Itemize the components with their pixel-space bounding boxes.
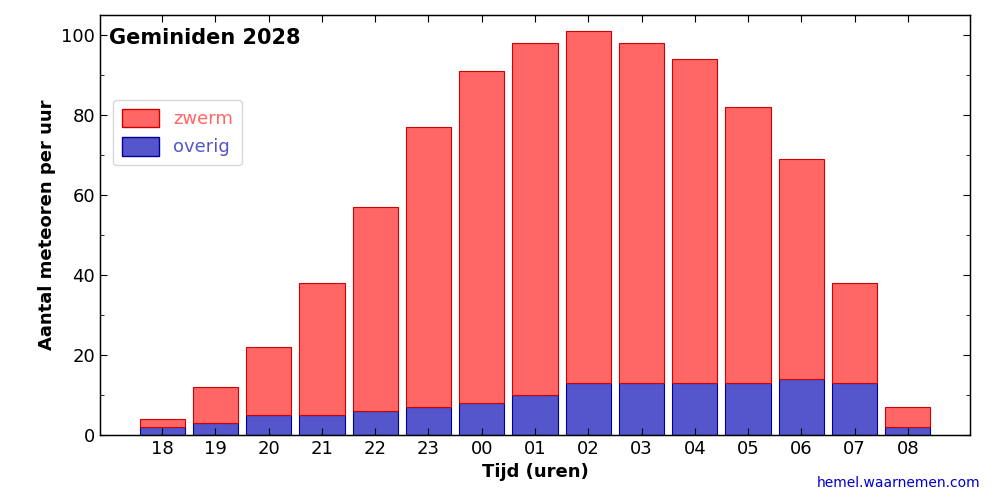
Bar <box>246 347 291 415</box>
Bar <box>459 403 504 435</box>
Bar <box>299 415 345 435</box>
Bar <box>193 423 238 435</box>
Y-axis label: Aantal meteoren per uur: Aantal meteoren per uur <box>38 100 56 350</box>
Bar <box>672 383 717 435</box>
Bar <box>299 283 345 415</box>
Bar <box>619 43 664 383</box>
Bar <box>725 383 771 435</box>
Bar <box>672 59 717 383</box>
Bar <box>619 383 664 435</box>
Legend: zwerm, overig: zwerm, overig <box>113 100 242 166</box>
Bar <box>140 427 185 435</box>
Bar <box>832 383 877 435</box>
Bar <box>885 407 930 427</box>
X-axis label: Tijd (uren): Tijd (uren) <box>482 464 588 481</box>
Bar <box>406 127 451 407</box>
Bar <box>459 71 504 403</box>
Bar <box>140 419 185 427</box>
Text: hemel.waarnemen.com: hemel.waarnemen.com <box>816 476 980 490</box>
Bar <box>246 415 291 435</box>
Bar <box>725 107 771 383</box>
Bar <box>353 411 398 435</box>
Bar <box>353 207 398 411</box>
Bar <box>193 387 238 423</box>
Text: Geminiden 2028: Geminiden 2028 <box>109 28 300 48</box>
Bar <box>512 43 558 395</box>
Bar <box>779 159 824 379</box>
Bar <box>406 407 451 435</box>
Bar <box>779 379 824 435</box>
Bar <box>566 383 611 435</box>
Bar <box>832 283 877 383</box>
Bar <box>512 395 558 435</box>
Bar <box>566 31 611 383</box>
Bar <box>885 427 930 435</box>
